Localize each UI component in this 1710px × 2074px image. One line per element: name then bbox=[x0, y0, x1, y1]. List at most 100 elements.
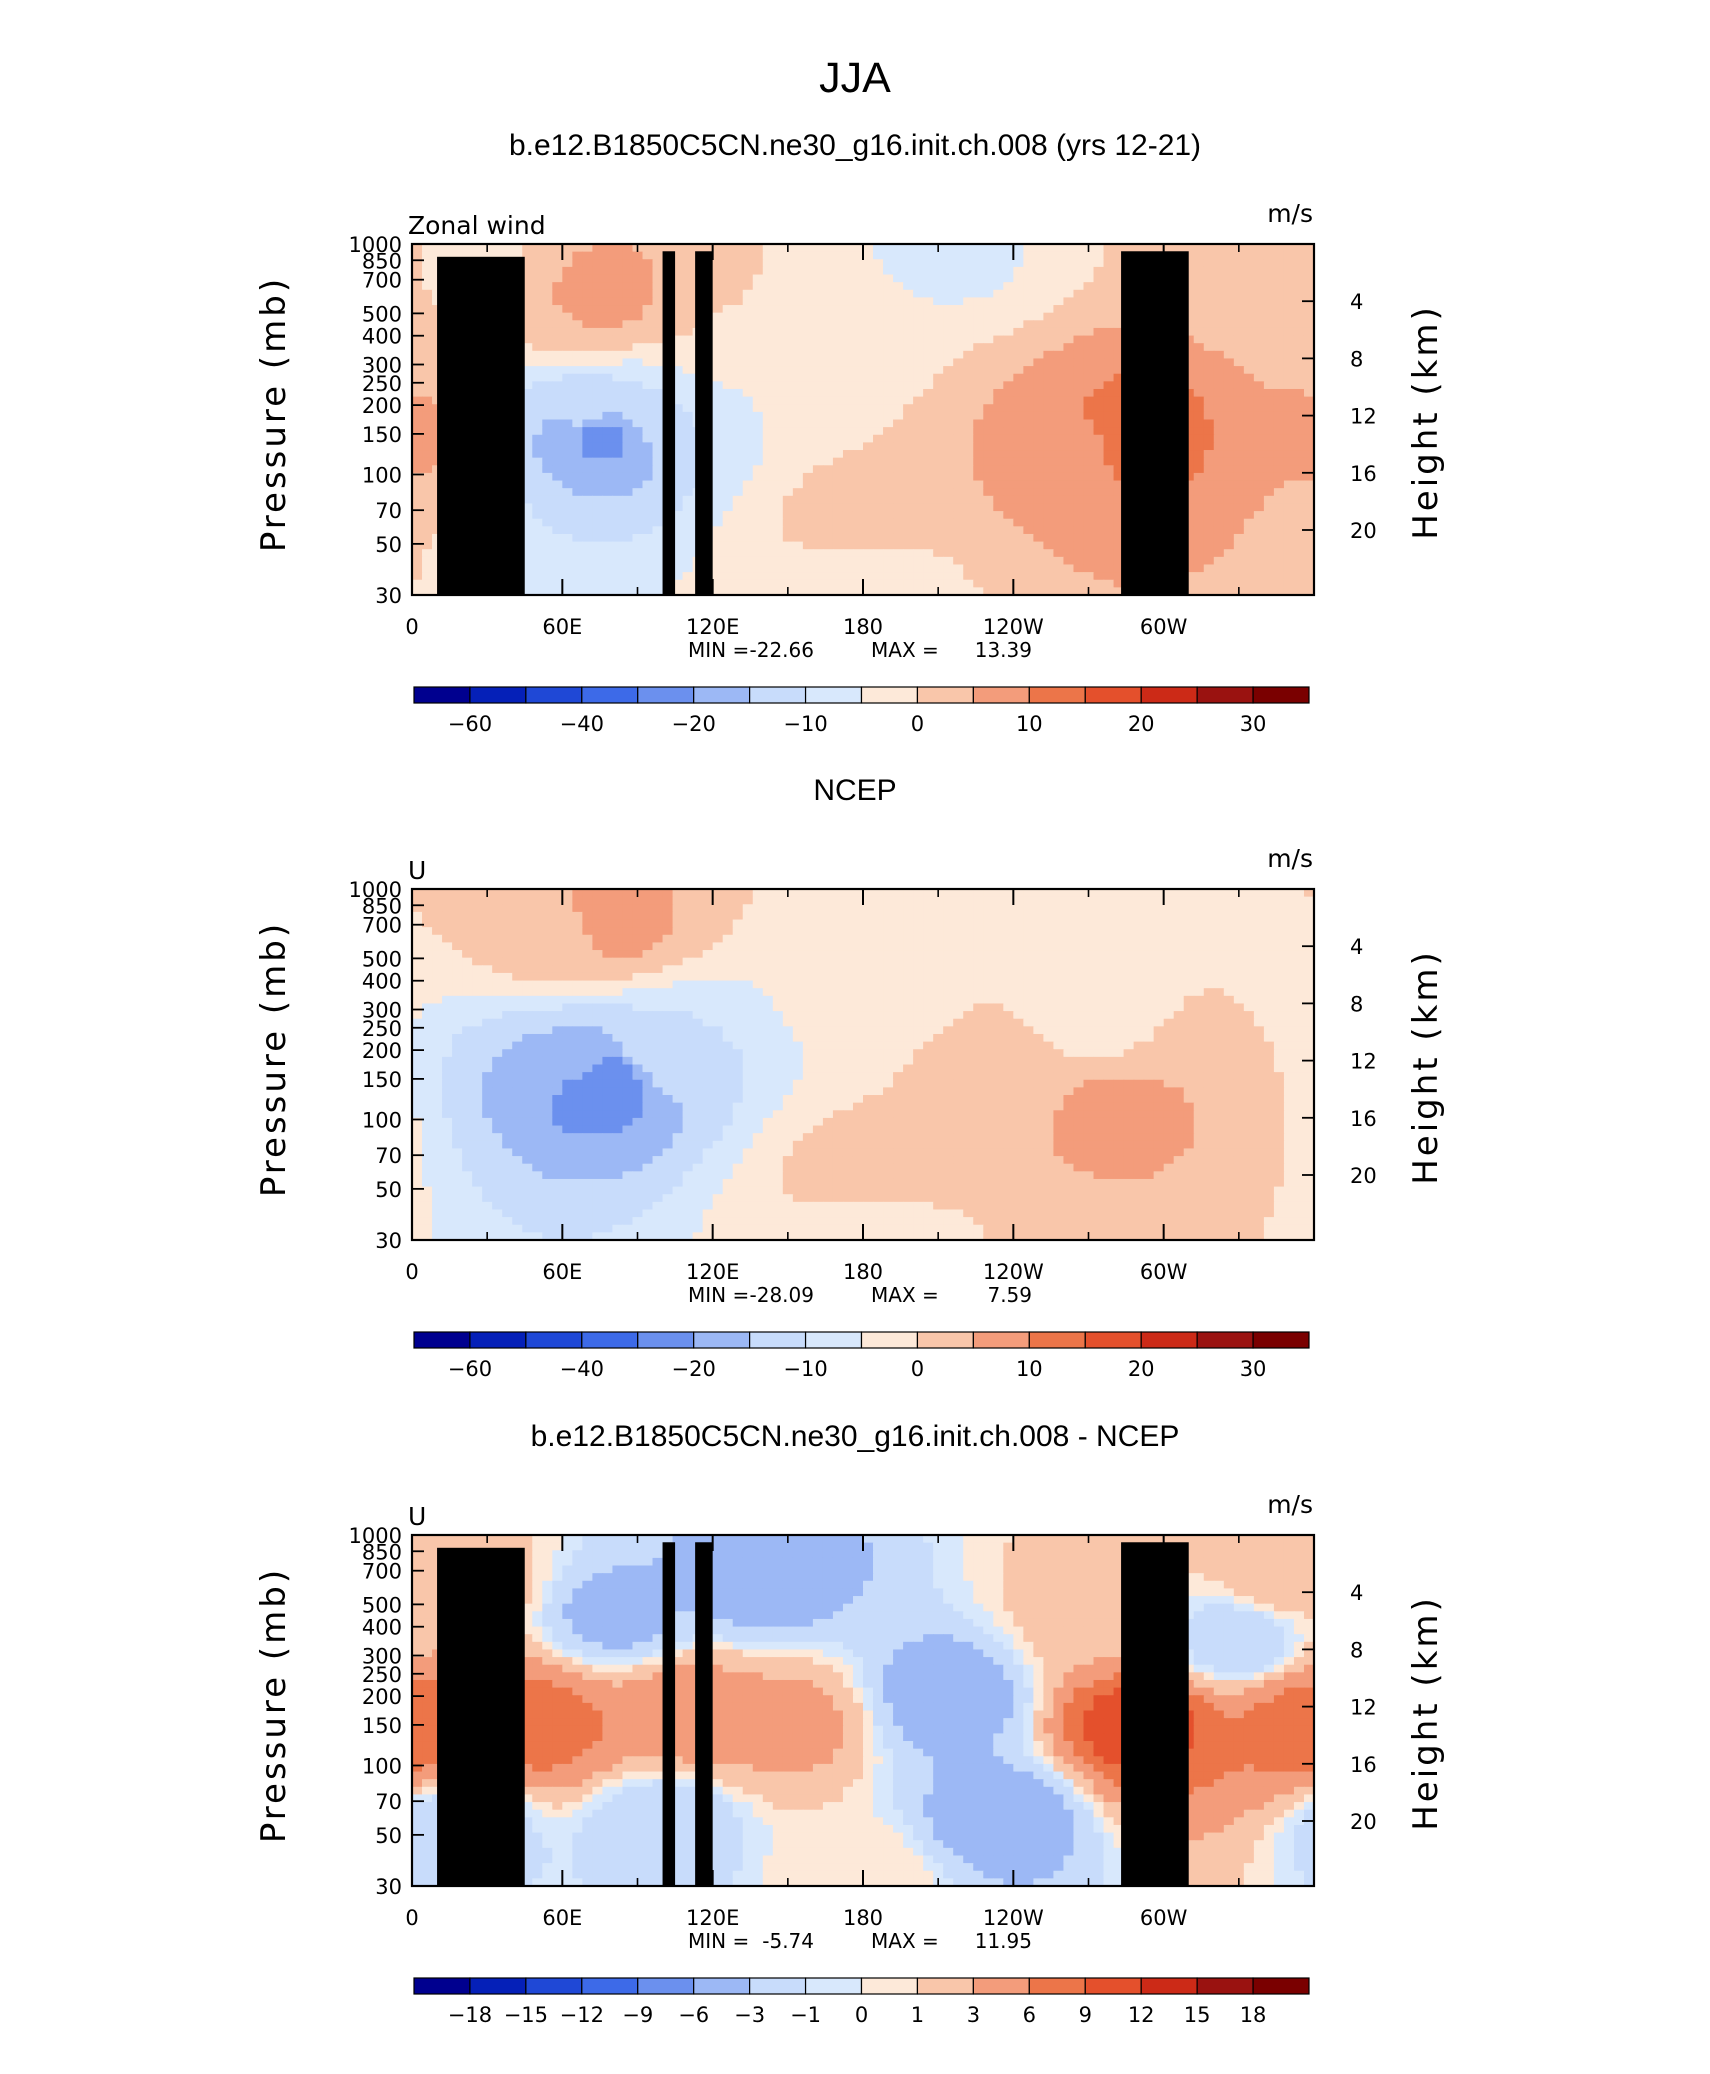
y-tick-label: 400 bbox=[362, 325, 402, 349]
colorbar-box bbox=[413, 686, 471, 704]
colorbar-label: −12 bbox=[560, 2003, 604, 2027]
min-value: -28.09 bbox=[750, 1283, 814, 1307]
colorbar-box bbox=[1028, 1331, 1086, 1349]
x-tick-label: 120W bbox=[983, 1906, 1044, 1930]
y-tick-label: 1000 bbox=[349, 878, 402, 902]
variable-label: U bbox=[408, 856, 426, 885]
colorbar-label: 9 bbox=[1079, 2003, 1092, 2027]
colorbar-box bbox=[804, 1977, 863, 1995]
colorbar-label: 0 bbox=[855, 2003, 868, 2027]
y-tick-label: 400 bbox=[362, 1616, 402, 1640]
y-right-tick-label: 8 bbox=[1350, 992, 1363, 1016]
topography-block bbox=[695, 251, 713, 595]
colorbar-label: −60 bbox=[448, 1357, 492, 1381]
colorbar-box bbox=[1196, 686, 1254, 704]
y-tick-label: 850 bbox=[362, 1540, 402, 1564]
colorbar-label: 18 bbox=[1240, 2003, 1267, 2027]
max-label: MAX = bbox=[871, 638, 939, 662]
colorbar-box bbox=[525, 1331, 583, 1349]
x-tick-label: 180 bbox=[843, 1260, 883, 1284]
y-tick-label: 100 bbox=[362, 1754, 402, 1778]
topography-block bbox=[662, 1542, 676, 1886]
colorbar-box bbox=[860, 1977, 919, 1995]
colorbar-box bbox=[804, 1331, 863, 1349]
x-tick-label: 180 bbox=[843, 615, 883, 639]
colorbar-label: 6 bbox=[1023, 2003, 1036, 2027]
units-label: m/s bbox=[1267, 199, 1313, 228]
y-tick-label: 1000 bbox=[349, 1524, 402, 1548]
y-tick-label: 250 bbox=[362, 1017, 402, 1041]
colorbar-box bbox=[916, 686, 974, 704]
colorbar-label: 20 bbox=[1128, 712, 1155, 736]
contour-field bbox=[412, 889, 1314, 1240]
x-tick-label: 0 bbox=[405, 615, 418, 639]
colorbar-label: −10 bbox=[783, 1357, 827, 1381]
y-tick-label: 300 bbox=[362, 354, 402, 378]
colorbar-box bbox=[972, 686, 1030, 704]
y-right-tick-label: 8 bbox=[1350, 347, 1363, 371]
max-value: 11.95 bbox=[975, 1929, 1032, 1953]
y-tick-label: 30 bbox=[375, 1875, 402, 1899]
colorbar-label: −15 bbox=[504, 2003, 548, 2027]
max-value: 7.59 bbox=[987, 1283, 1032, 1307]
y-right-tick-label: 12 bbox=[1350, 1050, 1377, 1074]
units-label: m/s bbox=[1267, 1490, 1313, 1519]
y-tick-label: 300 bbox=[362, 999, 402, 1023]
colorbar-box bbox=[693, 686, 751, 704]
colorbar-box bbox=[749, 1977, 807, 1995]
colorbar-box bbox=[469, 1331, 527, 1349]
colorbar-label: 10 bbox=[1016, 712, 1043, 736]
colorbar-box bbox=[749, 686, 807, 704]
topography-block bbox=[662, 251, 676, 595]
y-tick-label: 1000 bbox=[349, 233, 402, 257]
y-tick-label: 850 bbox=[362, 249, 402, 273]
colorbar-box bbox=[749, 1331, 807, 1349]
y-right-tick-label: 20 bbox=[1350, 519, 1377, 543]
colorbar-box bbox=[693, 1331, 751, 1349]
x-tick-label: 120W bbox=[983, 1260, 1044, 1284]
colorbar-box bbox=[525, 686, 583, 704]
colorbar-label: −60 bbox=[448, 712, 492, 736]
colorbar-label: 12 bbox=[1128, 2003, 1155, 2027]
colorbar-label: −3 bbox=[734, 2003, 765, 2027]
colorbar-box bbox=[469, 686, 527, 704]
min-value: -5.74 bbox=[762, 1929, 814, 1953]
y-right-tick-label: 16 bbox=[1350, 1753, 1377, 1777]
x-tick-label: 120W bbox=[983, 615, 1044, 639]
colorbar-box bbox=[413, 1331, 471, 1349]
y-right-tick-label: 16 bbox=[1350, 462, 1377, 486]
x-tick-label: 60W bbox=[1140, 615, 1188, 639]
colorbar-label: −9 bbox=[622, 2003, 653, 2027]
colorbar-box bbox=[1140, 1977, 1198, 1995]
x-tick-label: 180 bbox=[843, 1906, 883, 1930]
colorbar-label: 30 bbox=[1240, 712, 1267, 736]
panel-3: b.e12.B1850C5CN.ne30_g16.init.ch.008 - N… bbox=[254, 1420, 1446, 2027]
colorbar-box bbox=[581, 686, 639, 704]
y-right-tick-label: 20 bbox=[1350, 1810, 1377, 1834]
y-tick-label: 700 bbox=[362, 269, 402, 293]
colorbar-box bbox=[1140, 1331, 1198, 1349]
y-right-tick-label: 4 bbox=[1350, 1581, 1363, 1605]
panel-title: NCEP bbox=[813, 774, 896, 807]
units-label: m/s bbox=[1267, 844, 1313, 873]
y-tick-label: 500 bbox=[362, 1593, 402, 1617]
y-tick-label: 500 bbox=[362, 302, 402, 326]
y-right-axis-title: Height (km) bbox=[1406, 949, 1446, 1185]
colorbar-label: 20 bbox=[1128, 1357, 1155, 1381]
y-tick-label: 30 bbox=[375, 584, 402, 608]
colorbar: −60 −40 −20 −10 0 10 20 30 bbox=[413, 686, 1310, 736]
colorbar-label: 3 bbox=[967, 2003, 980, 2027]
y-tick-label: 250 bbox=[362, 1663, 402, 1687]
y-axis-title: Pressure (mb) bbox=[254, 921, 294, 1197]
x-tick-label: 120E bbox=[686, 1260, 739, 1284]
y-right-axis-title: Height (km) bbox=[1406, 1595, 1446, 1831]
max-label: MAX = bbox=[871, 1929, 939, 1953]
x-tick-label: 60E bbox=[542, 1260, 582, 1284]
colorbar-box bbox=[1252, 1331, 1310, 1349]
colorbar-box bbox=[916, 1977, 974, 1995]
panel-title: b.e12.B1850C5CN.ne30_g16.init.ch.008 - N… bbox=[531, 1420, 1180, 1453]
x-tick-label: 60E bbox=[542, 1906, 582, 1930]
x-tick-label: 0 bbox=[405, 1906, 418, 1930]
